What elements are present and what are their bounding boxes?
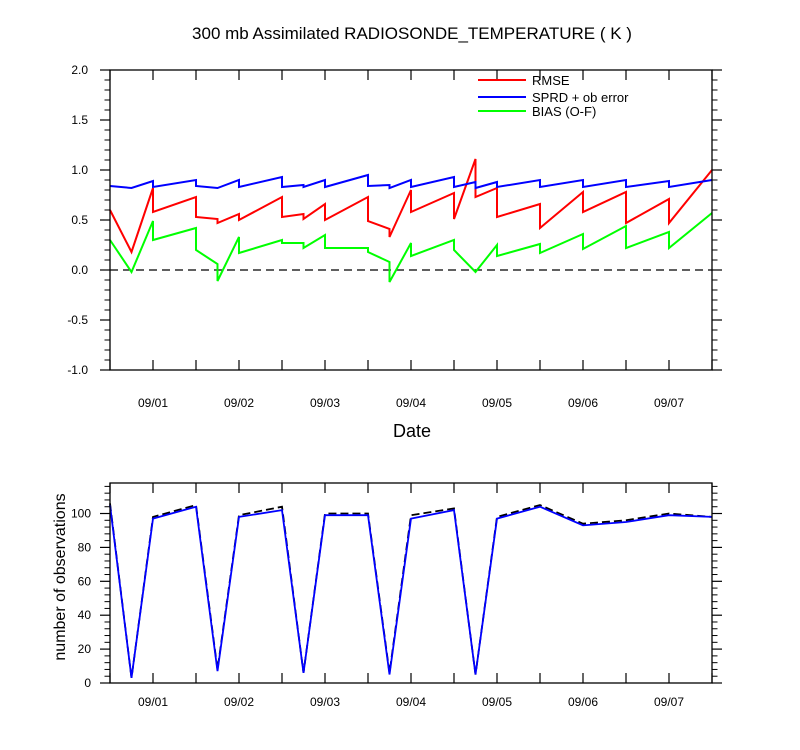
y-tick-label: 60 bbox=[78, 574, 92, 588]
x-tick-label: 09/07 bbox=[654, 396, 684, 410]
x-tick-label: 09/01 bbox=[138, 396, 168, 410]
x-axis-label: Date bbox=[393, 421, 431, 441]
x-tick-label: 09/04 bbox=[396, 695, 426, 709]
series-line-bias-o-f- bbox=[109, 212, 713, 283]
y-tick-label: 0 bbox=[84, 676, 91, 690]
top-plot-frame bbox=[109, 69, 713, 371]
y-tick-label: 1.0 bbox=[71, 163, 88, 177]
series-line-sprd-ob-error bbox=[109, 173, 713, 190]
legend-rmse-label: RMSE bbox=[532, 73, 570, 88]
legend-sprd-label: SPRD + ob error bbox=[532, 90, 629, 105]
series-line-possible bbox=[109, 503, 713, 679]
x-tick-label: 09/07 bbox=[654, 695, 684, 709]
x-tick-label: 09/02 bbox=[224, 396, 254, 410]
y-tick-label: 80 bbox=[78, 540, 92, 554]
bottom-plot-frame bbox=[109, 482, 713, 684]
y-tick-label: 2.0 bbox=[71, 63, 88, 77]
x-tick-label: 09/05 bbox=[482, 396, 512, 410]
y-tick-label: 20 bbox=[78, 642, 92, 656]
x-tick-label: 09/06 bbox=[568, 695, 598, 709]
x-tick-label: 09/01 bbox=[138, 695, 168, 709]
y-tick-label: -1.0 bbox=[67, 363, 88, 377]
series-line-used bbox=[109, 504, 713, 679]
top-series-lines bbox=[109, 158, 713, 283]
bottom-series-lines bbox=[109, 503, 713, 679]
bottom-axis-ticks: 09/01 09/02 09/03 09/04 09/05 09/06 09/07 100 80… bbox=[71, 483, 722, 709]
legend: RMSE SPRD + ob error BIAS (O-F) bbox=[478, 73, 629, 119]
y-tick-label: 0.5 bbox=[71, 213, 88, 227]
y-axis-label: number of observations bbox=[52, 493, 69, 660]
x-tick-label: 09/03 bbox=[310, 396, 340, 410]
x-tick-label: 09/06 bbox=[568, 396, 598, 410]
y-tick-label: 1.5 bbox=[71, 113, 88, 127]
top-axis-ticks: 09/01 09/02 09/03 09/04 09/05 09/06 09/07 2.0 1.… bbox=[67, 63, 722, 410]
series-line-rmse bbox=[109, 158, 713, 255]
x-tick-label: 09/05 bbox=[482, 695, 512, 709]
bottom-chart: 09/01 09/02 09/03 09/04 09/05 09/06 09/07 100 80… bbox=[52, 482, 722, 709]
x-tick-label: 09/03 bbox=[310, 695, 340, 709]
y-tick-label: 40 bbox=[78, 608, 92, 622]
top-chart: 300 mb Assimilated RADIOSONDE_TEMPERATUR… bbox=[67, 24, 722, 441]
y-tick-label: -0.5 bbox=[67, 313, 88, 327]
x-tick-label: 09/02 bbox=[224, 695, 254, 709]
y-tick-label: 100 bbox=[71, 507, 91, 521]
chart-title: 300 mb Assimilated RADIOSONDE_TEMPERATUR… bbox=[192, 24, 632, 43]
y-tick-label: 0.0 bbox=[71, 263, 88, 277]
x-tick-label: 09/04 bbox=[396, 396, 426, 410]
legend-bias-label: BIAS (O-F) bbox=[532, 104, 596, 119]
